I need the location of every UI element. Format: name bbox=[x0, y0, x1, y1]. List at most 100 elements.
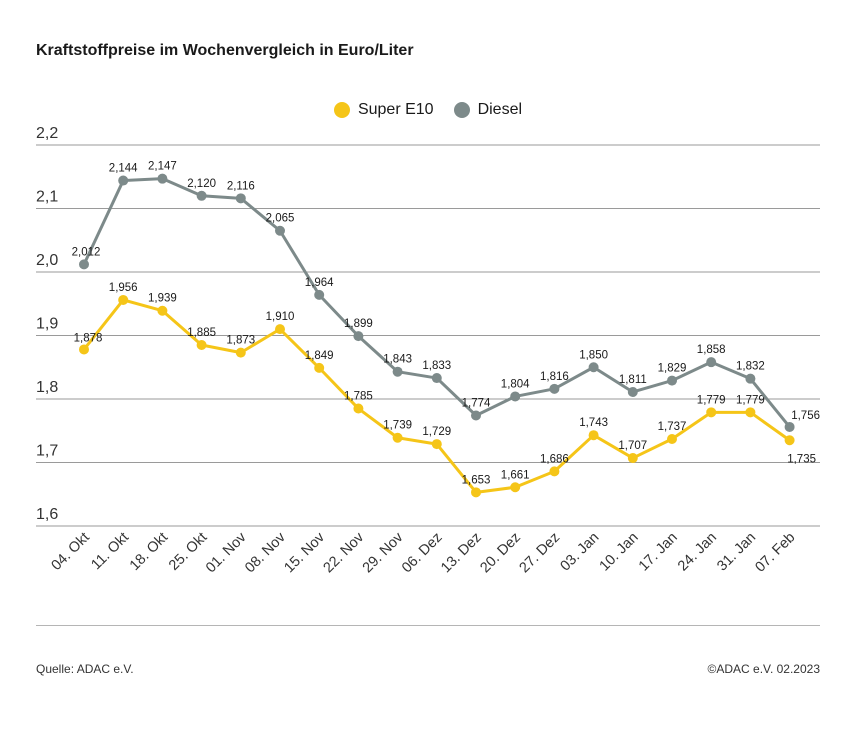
x-tick-label: 01. Nov bbox=[203, 529, 250, 576]
data-point-super-e10 bbox=[196, 340, 207, 351]
x-tick-label: 18. Okt bbox=[127, 530, 171, 574]
data-point-diesel bbox=[118, 175, 129, 186]
data-label-diesel: 2,144 bbox=[109, 163, 138, 175]
x-tick-label: 20. Dez bbox=[477, 530, 524, 577]
data-label-super-e10: 1,743 bbox=[579, 417, 608, 429]
legend: Super E10 Diesel bbox=[0, 101, 856, 119]
data-label-diesel: 1,964 bbox=[305, 277, 334, 289]
data-label-diesel: 1,843 bbox=[383, 354, 412, 366]
x-tick-label: 31. Jan bbox=[714, 530, 759, 575]
data-label-super-e10: 1,653 bbox=[462, 474, 491, 486]
data-label-diesel: 2,147 bbox=[148, 161, 177, 173]
x-tick-label: 22. Nov bbox=[321, 529, 368, 576]
data-label-super-e10: 1,707 bbox=[618, 440, 647, 452]
legend-marker-diesel bbox=[453, 102, 470, 118]
data-point-super-e10 bbox=[235, 347, 246, 358]
chart-title: Kraftstoffpreise im Wochenvergleich in E… bbox=[36, 42, 414, 59]
data-point-super-e10 bbox=[745, 407, 756, 418]
data-point-diesel bbox=[79, 259, 89, 270]
data-point-super-e10 bbox=[157, 305, 168, 316]
data-point-diesel bbox=[745, 373, 756, 384]
data-point-diesel bbox=[549, 383, 560, 394]
x-tick-label: 04. Okt bbox=[48, 530, 92, 574]
data-label-super-e10: 1,885 bbox=[187, 327, 216, 339]
data-point-super-e10 bbox=[667, 434, 677, 445]
data-label-super-e10: 1,779 bbox=[736, 394, 765, 406]
data-label-diesel: 2,012 bbox=[72, 246, 101, 258]
data-point-diesel bbox=[784, 421, 795, 432]
data-point-diesel bbox=[392, 366, 403, 377]
data-label-diesel: 2,120 bbox=[187, 178, 216, 190]
data-label-diesel: 2,065 bbox=[266, 213, 295, 225]
data-label-super-e10: 1,661 bbox=[501, 469, 530, 481]
data-label-super-e10: 1,785 bbox=[344, 391, 373, 403]
x-tick-label: 27. Dez bbox=[517, 530, 564, 577]
data-point-diesel bbox=[235, 193, 246, 204]
y-tick-label: 2,1 bbox=[36, 189, 58, 206]
data-point-super-e10 bbox=[353, 403, 364, 414]
data-point-super-e10 bbox=[784, 435, 795, 446]
data-point-super-e10 bbox=[588, 430, 599, 441]
data-label-super-e10: 1,686 bbox=[540, 453, 569, 465]
data-label-super-e10: 1,739 bbox=[383, 420, 412, 432]
data-label-super-e10: 1,878 bbox=[74, 332, 103, 344]
x-tick-label: 03. Jan bbox=[557, 530, 602, 575]
data-point-super-e10 bbox=[79, 344, 89, 355]
footer-divider bbox=[36, 625, 820, 626]
data-point-super-e10 bbox=[549, 466, 560, 477]
x-tick-label: 08. Nov bbox=[242, 529, 289, 576]
data-label-diesel: 1,804 bbox=[501, 378, 530, 390]
data-label-super-e10: 1,735 bbox=[787, 453, 816, 465]
x-tick-label: 15. Nov bbox=[281, 529, 328, 576]
data-point-super-e10 bbox=[314, 362, 325, 373]
data-label-diesel: 1,811 bbox=[619, 374, 647, 386]
data-label-diesel: 1,756 bbox=[791, 410, 820, 422]
x-tick-label: 29. Nov bbox=[360, 529, 407, 576]
legend-label-diesel: Diesel bbox=[477, 101, 523, 118]
y-tick-label: 1,7 bbox=[36, 443, 58, 460]
y-tick-label: 2,2 bbox=[36, 125, 58, 142]
data-label-diesel: 1,850 bbox=[579, 349, 608, 361]
x-tick-label: 17. Jan bbox=[636, 530, 681, 575]
legend-item-diesel: Diesel bbox=[453, 101, 523, 119]
data-label-super-e10: 1,729 bbox=[422, 426, 451, 438]
data-point-diesel bbox=[510, 391, 521, 402]
data-point-diesel bbox=[627, 387, 638, 398]
source-note: Quelle: ADAC e.V. bbox=[36, 662, 134, 676]
data-point-super-e10 bbox=[118, 294, 129, 305]
y-tick-label: 1,8 bbox=[36, 379, 58, 396]
data-point-diesel bbox=[471, 410, 481, 421]
data-label-super-e10: 1,779 bbox=[697, 394, 726, 406]
y-tick-label: 1,9 bbox=[36, 316, 58, 333]
legend-label-super-e10: Super E10 bbox=[357, 101, 434, 118]
data-point-super-e10 bbox=[706, 407, 717, 418]
data-point-diesel bbox=[196, 190, 207, 201]
data-point-super-e10 bbox=[431, 439, 442, 450]
data-label-super-e10: 1,910 bbox=[266, 311, 295, 323]
y-tick-label: 1,6 bbox=[36, 506, 58, 523]
data-point-super-e10 bbox=[471, 487, 481, 498]
data-label-super-e10: 1,939 bbox=[148, 293, 177, 305]
data-point-diesel bbox=[431, 373, 442, 384]
x-tick-label: 06. Dez bbox=[399, 530, 446, 577]
data-label-super-e10: 1,737 bbox=[658, 421, 687, 433]
x-tick-label: 13. Dez bbox=[438, 530, 485, 577]
data-label-super-e10: 1,956 bbox=[109, 282, 138, 294]
data-point-super-e10 bbox=[510, 482, 521, 493]
data-point-super-e10 bbox=[627, 453, 638, 464]
x-tick-label: 11. Okt bbox=[88, 530, 132, 574]
data-label-super-e10: 1,873 bbox=[226, 335, 255, 347]
data-label-diesel: 1,774 bbox=[462, 398, 491, 410]
data-point-diesel bbox=[157, 173, 168, 184]
y-tick-label: 2,0 bbox=[36, 252, 58, 269]
data-point-super-e10 bbox=[275, 324, 285, 335]
data-label-super-e10: 1,849 bbox=[305, 350, 334, 362]
x-tick-label: 07. Feb bbox=[752, 530, 798, 576]
data-point-diesel bbox=[706, 357, 717, 368]
data-label-diesel: 1,829 bbox=[658, 363, 687, 375]
copyright-note: ©ADAC e.V. 02.2023 bbox=[707, 662, 820, 676]
legend-marker-super-e10 bbox=[333, 102, 350, 118]
data-point-diesel bbox=[275, 225, 285, 236]
x-tick-label: 10. Jan bbox=[597, 530, 642, 575]
